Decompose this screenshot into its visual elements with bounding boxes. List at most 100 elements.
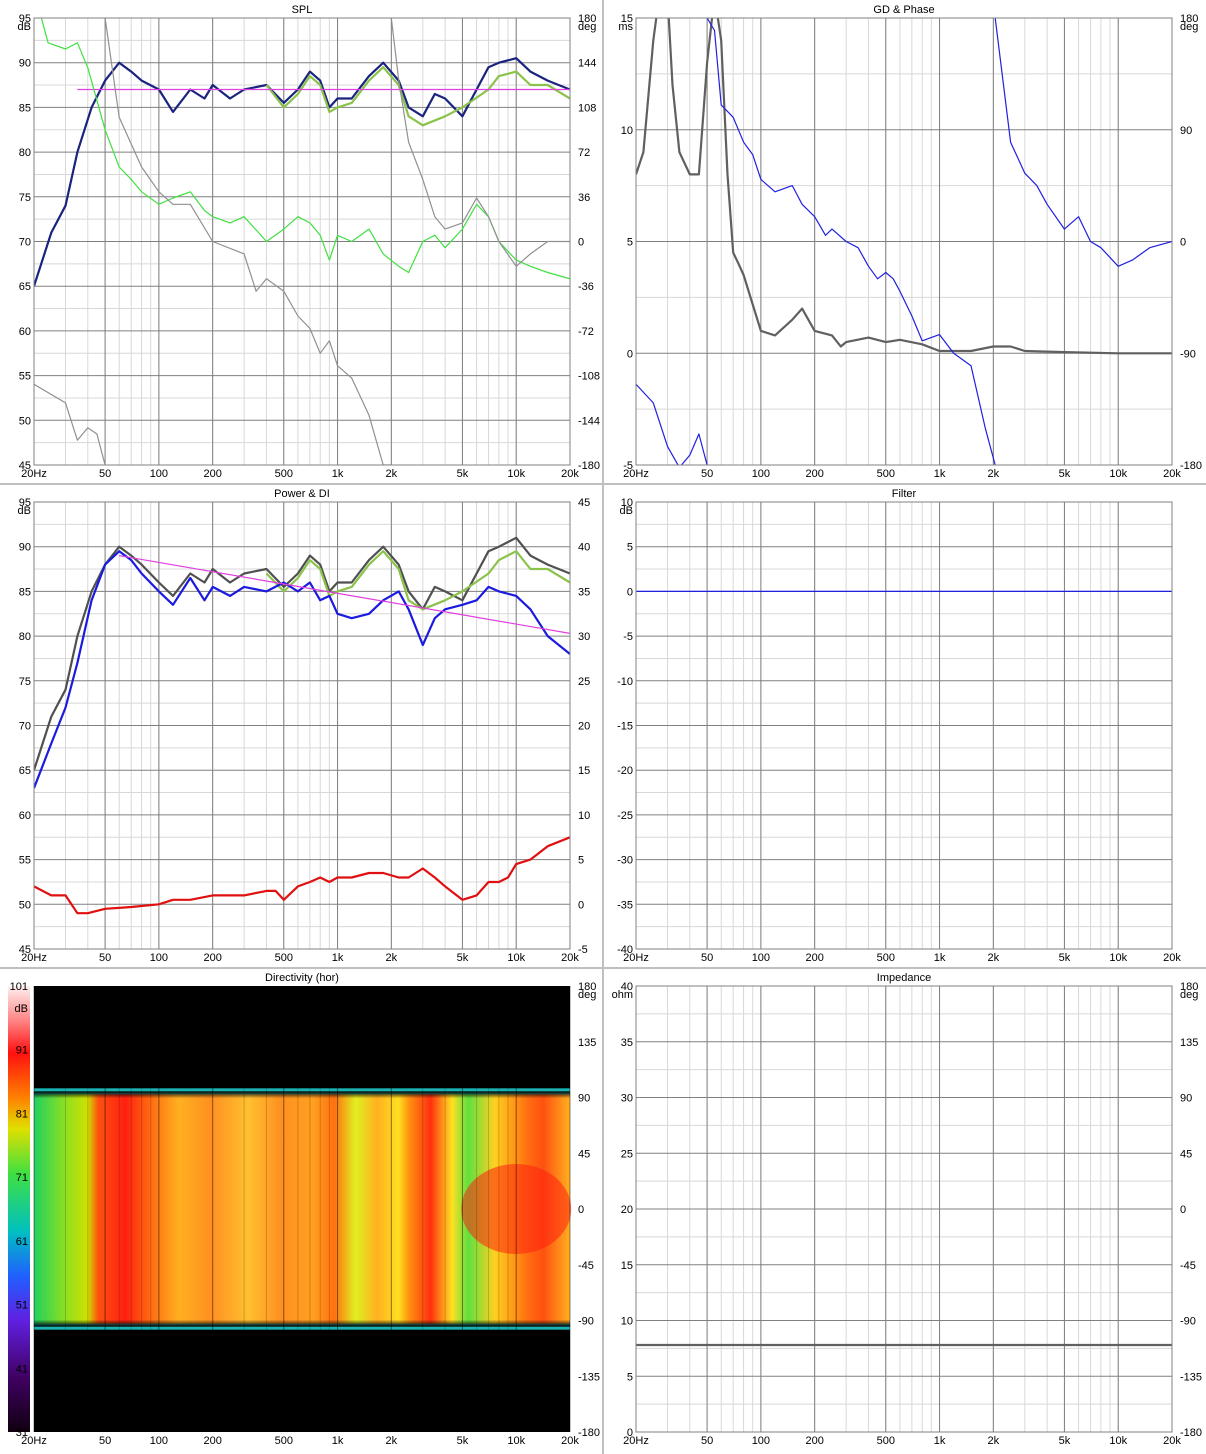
panel-power_di: Power & DI959085807570656055504545403530… (18, 488, 591, 964)
y2-tick-label: -135 (1180, 1371, 1202, 1383)
x-tick-label: 500 (275, 468, 293, 480)
x-tick-label: 20k (561, 468, 579, 480)
y-tick-label: -15 (617, 721, 633, 733)
y2-tick-label: -180 (1180, 1427, 1202, 1439)
x-tick-label: 1k (934, 468, 946, 480)
x-tick-label: 5k (457, 468, 469, 480)
colorbar-tick-label: 61 (16, 1236, 28, 1248)
series-on_axis (34, 57, 570, 287)
x-tick-label: 200 (203, 468, 221, 480)
y2-tick-label: -180 (1180, 460, 1202, 472)
y-tick-label: 5 (627, 542, 633, 554)
panel-title: Directivity (hor) (265, 972, 339, 984)
y2-tick-label: 10 (578, 810, 590, 822)
y2-tick-label: 0 (578, 899, 584, 911)
x-tick-label: 500 (877, 952, 895, 964)
x-tick-label: 1k (332, 952, 344, 964)
y2-tick-label: -180 (578, 1427, 600, 1439)
x-tick-label: 5k (457, 952, 469, 964)
y-tick-label: 50 (19, 415, 31, 427)
y2-tick-label: -144 (578, 415, 600, 427)
x-tick-label: 2k (988, 1435, 1000, 1447)
x-tick-label: 500 (877, 1435, 895, 1447)
x-tick-label: 10k (1109, 468, 1127, 480)
series-phase (636, 18, 1172, 465)
x-tick-label: 500 (275, 1435, 293, 1447)
series-power (34, 550, 570, 789)
left-unit-label: ms (618, 21, 633, 33)
x-tick-label: 20Hz (21, 952, 47, 964)
x-tick-label: 50 (701, 952, 713, 964)
series-group_delay (636, 18, 1172, 355)
y-tick-label: 90 (19, 58, 31, 70)
y-tick-label: 15 (621, 13, 633, 25)
plot-border (635, 17, 1173, 466)
x-tick-label: 200 (805, 468, 823, 480)
y-tick-label: 70 (19, 721, 31, 733)
y2-tick-label: 135 (1180, 1037, 1198, 1049)
x-tick-label: 100 (150, 952, 168, 964)
y-tick-label: 90 (19, 542, 31, 554)
y-tick-label: 30 (621, 1093, 633, 1105)
panel-spl: SPL 95 90 85 80 75 70 65 60 55 50 45 180 144 108 72 36 0 -… (18, 4, 601, 480)
y2-tick-label: 180 (578, 13, 596, 25)
y2-tick-label: 90 (1180, 125, 1192, 137)
colorbar-tick-label: 31 (16, 1427, 28, 1439)
y-tick-label: -40 (617, 944, 633, 956)
x-tick-label: 500 (877, 468, 895, 480)
x-tick-label: 10k (1109, 952, 1127, 964)
x-tick-label: 200 (203, 952, 221, 964)
x-tick-label: 2k (386, 1435, 398, 1447)
y2-tick-label: 5 (578, 855, 584, 867)
x-tick-label: 100 (150, 1435, 168, 1447)
panel-impedance: Impedance403530252015105018013590450-45-… (612, 972, 1202, 1447)
panel-title: GD & Phase (873, 4, 934, 16)
y-tick-label: 50 (19, 899, 31, 911)
x-tick-label: 1k (332, 468, 344, 480)
x-tick-label: 2k (386, 468, 398, 480)
y2-tick-label: 72 (578, 147, 590, 159)
right-unit-label: deg (1180, 989, 1198, 1001)
y-tick-label: -10 (617, 676, 633, 688)
y-tick-label: 0 (627, 1427, 633, 1439)
y-tick-label: 0 (627, 348, 633, 360)
left-unit-label: ohm (612, 989, 633, 1001)
y2-tick-label: 45 (578, 1148, 590, 1160)
color-bar (8, 986, 30, 1432)
series-listening (265, 550, 570, 611)
y2-tick-label: 135 (578, 1037, 596, 1049)
y2-tick-label: -45 (578, 1260, 594, 1272)
series-on_axis (34, 536, 570, 771)
y2-tick-label: 30 (578, 631, 590, 643)
x-tick-label: 50 (701, 468, 713, 480)
plot-border (33, 501, 571, 950)
y2-tick-label: 25 (578, 676, 590, 688)
y2-tick-label: -135 (578, 1371, 600, 1383)
y2-tick-label: 180 (578, 981, 596, 993)
y2-tick-label: 180 (1180, 981, 1198, 993)
x-tick-label: 500 (275, 952, 293, 964)
y-tick-label: 0 (627, 586, 633, 598)
colorbar-tick-label: 51 (16, 1300, 28, 1312)
y-tick-label: 95 (19, 13, 31, 25)
panel-title: Impedance (877, 972, 931, 984)
x-tick-label: 10k (507, 952, 525, 964)
left-unit-label: dB (18, 21, 31, 33)
x-tick-label: 5k (1059, 468, 1071, 480)
x-tick-label: 50 (99, 468, 111, 480)
y2-tick-label: 0 (578, 1204, 584, 1216)
y-tick-label: 55 (19, 855, 31, 867)
x-tick-label: 20Hz (623, 468, 649, 480)
y2-tick-label: 0 (1180, 237, 1186, 249)
left-unit-label: dB (620, 505, 633, 517)
x-tick-label: 200 (203, 1435, 221, 1447)
y2-tick-label: -45 (1180, 1260, 1196, 1272)
x-tick-label: 5k (1059, 1435, 1071, 1447)
y-tick-label: 25 (621, 1148, 633, 1160)
right-unit-label: deg (578, 989, 596, 1001)
plot-border (635, 501, 1173, 950)
panel-directivity: Directivity (hor) 101 91 81 71 61 51 41 31 dB 180 1… (8, 972, 600, 1447)
right-unit-label: deg (578, 21, 596, 33)
